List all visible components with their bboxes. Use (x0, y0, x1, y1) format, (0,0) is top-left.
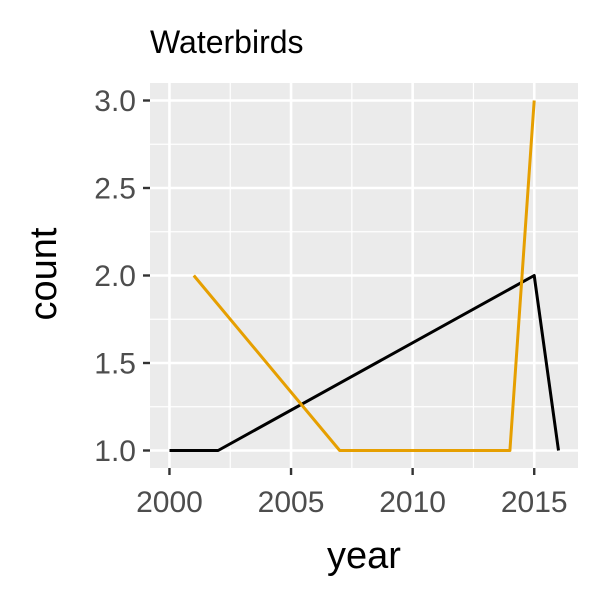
y-axis: 1.0 1.5 2.0 2.5 3.0 (94, 85, 150, 468)
y-tick-label: 2.5 (94, 173, 136, 206)
series-layer (169, 100, 560, 452)
x-axis-title: year (327, 535, 401, 577)
y-tick-label: 2.0 (94, 260, 136, 293)
x-axis: 2000 2005 2010 2015 (136, 468, 568, 519)
y-axis-title: count (23, 227, 65, 320)
series-line-2 (192, 100, 536, 452)
x-tick-label: 2005 (258, 486, 325, 519)
y-tick-label: 1.0 (94, 435, 136, 468)
series-line-1 (169, 274, 560, 452)
chart-title: Waterbirds (150, 24, 304, 60)
x-tick-label: 2015 (501, 486, 568, 519)
x-tick-label: 2010 (379, 486, 446, 519)
y-tick-label: 3.0 (94, 85, 136, 118)
y-tick-label: 1.5 (94, 348, 136, 381)
x-tick-label: 2000 (136, 486, 203, 519)
